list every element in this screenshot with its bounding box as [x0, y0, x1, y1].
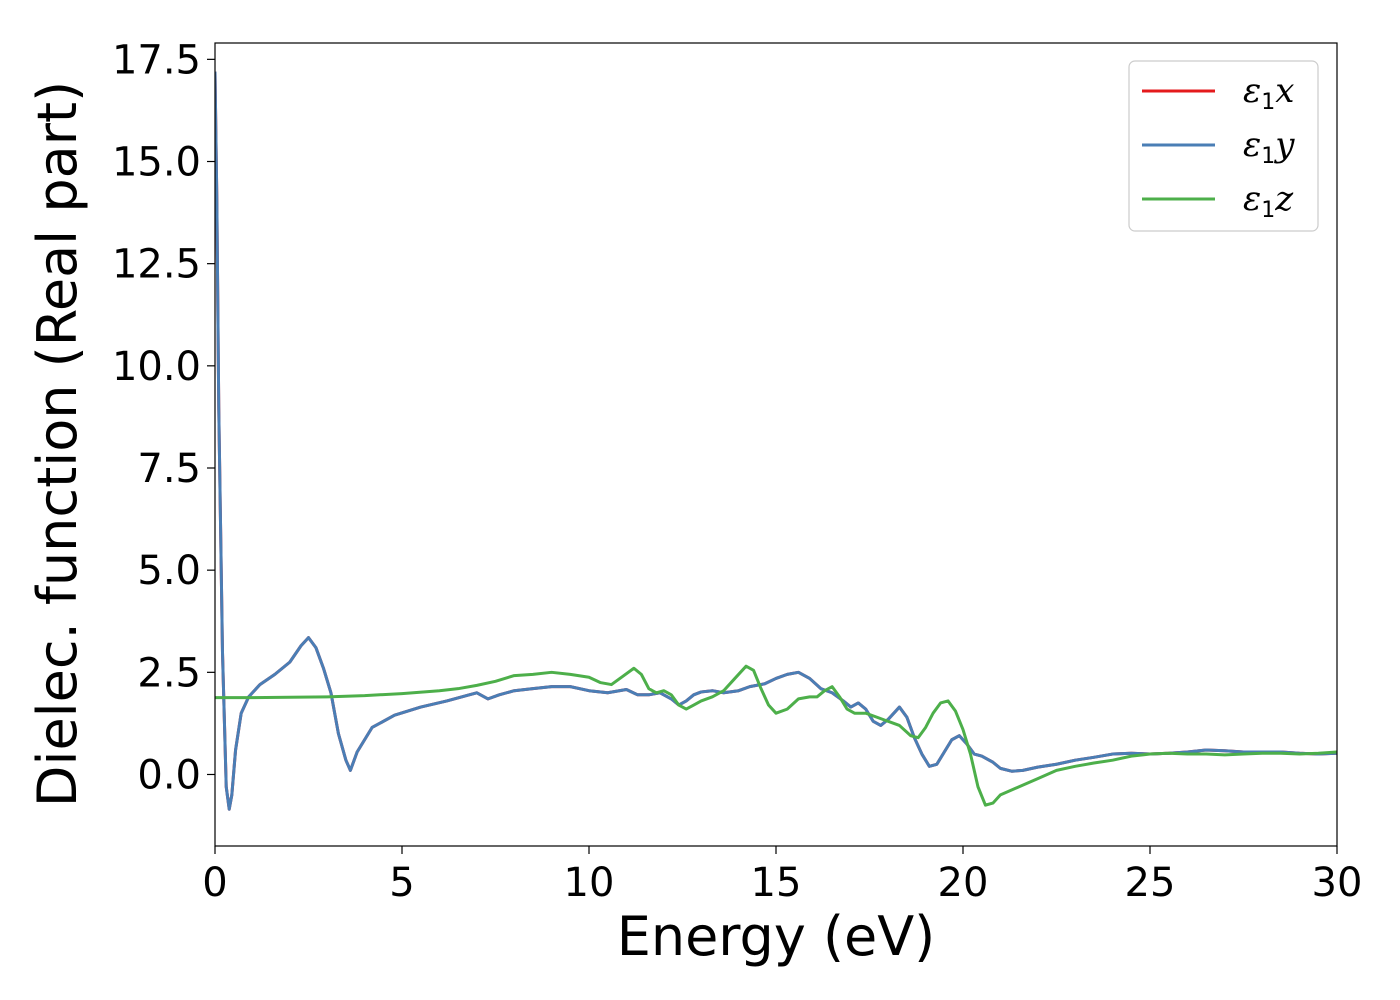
series-line-3	[215, 664, 1337, 807]
series-line-2	[215, 71, 1337, 811]
y-tick-label: 15.0	[112, 140, 201, 186]
y-tick-label: 0.0	[137, 752, 201, 798]
x-tick-label: 25	[1125, 860, 1176, 906]
x-tick-label: 15	[751, 860, 802, 906]
y-tick-label: 10.0	[112, 344, 201, 390]
legend-label-2: ε1y	[1243, 125, 1295, 169]
y-tick-label: 5.0	[137, 548, 201, 594]
y-axis-ticks: 0.0 2.5 5.0 7.5 10.0 12.5 15.0 17.5	[112, 37, 215, 798]
x-tick-label: 10	[564, 860, 615, 906]
x-tick-label: 0	[202, 860, 227, 906]
x-tick-label: 30	[1312, 860, 1363, 906]
y-tick-label: 2.5	[137, 650, 201, 696]
x-axis-ticks: 0 5 10 15 20 25 30	[202, 846, 1362, 906]
y-axis-label: Dielec. function (Real part)	[26, 81, 89, 807]
legend-label-1: ε1x	[1243, 71, 1294, 115]
x-tick-label: 5	[389, 860, 414, 906]
y-tick-label: 17.5	[112, 37, 201, 83]
legend-box	[1128, 60, 1319, 232]
x-tick-label: 20	[938, 860, 989, 906]
y-tick-label: 7.5	[137, 446, 201, 492]
legend: ε1x ε1y ε1z	[1128, 60, 1319, 232]
x-axis-label: Energy (eV)	[617, 905, 936, 968]
plot-lines	[215, 71, 1337, 811]
y-tick-label: 12.5	[112, 242, 201, 288]
legend-label-3: ε1z	[1243, 179, 1294, 223]
